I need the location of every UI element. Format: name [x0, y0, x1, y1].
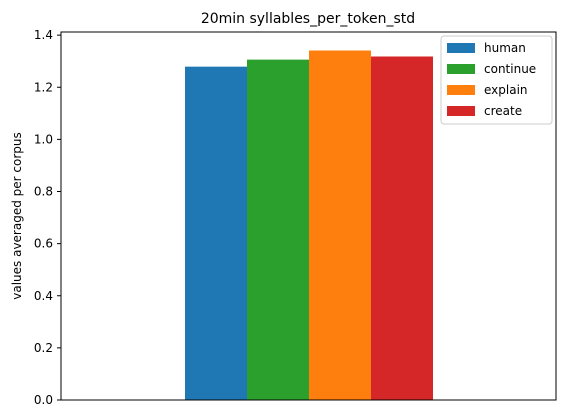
bar-continue: [247, 59, 309, 400]
legend-swatch-human: [447, 43, 475, 53]
y-axis-label: values averaged per corpus: [10, 132, 24, 300]
y-tick-label: 0.8: [34, 185, 53, 199]
y-axis: 0.0 0.2 0.4 0.6 0.8 1.0 1.2 1.4: [34, 28, 61, 407]
legend-label-create: create: [484, 104, 522, 118]
legend-label-human: human: [484, 41, 526, 55]
legend-box: [440, 35, 553, 125]
bar-human: [185, 66, 247, 400]
y-tick-label: 0.4: [34, 289, 53, 303]
legend-swatch-continue: [447, 64, 475, 74]
y-tick-label: 0.6: [34, 237, 53, 251]
legend-label-continue: continue: [484, 62, 536, 76]
chart-title: 20min syllables_per_token_std: [201, 11, 415, 27]
y-tick-label: 0.2: [34, 341, 53, 355]
legend-swatch-create: [447, 106, 475, 116]
plot-frame: [60, 31, 557, 401]
legend: human continue explain create: [440, 35, 553, 125]
y-tick-label: 1.2: [34, 80, 53, 94]
y-tick-label: 1.0: [34, 132, 53, 146]
y-tick-label: 0.0: [34, 393, 53, 407]
bar-create: [371, 56, 433, 400]
y-tick-label: 1.4: [34, 28, 53, 42]
legend-label-explain: explain: [484, 83, 528, 97]
bar-explain: [309, 50, 371, 401]
legend-swatch-explain: [447, 85, 475, 95]
bars-group: [185, 50, 433, 401]
